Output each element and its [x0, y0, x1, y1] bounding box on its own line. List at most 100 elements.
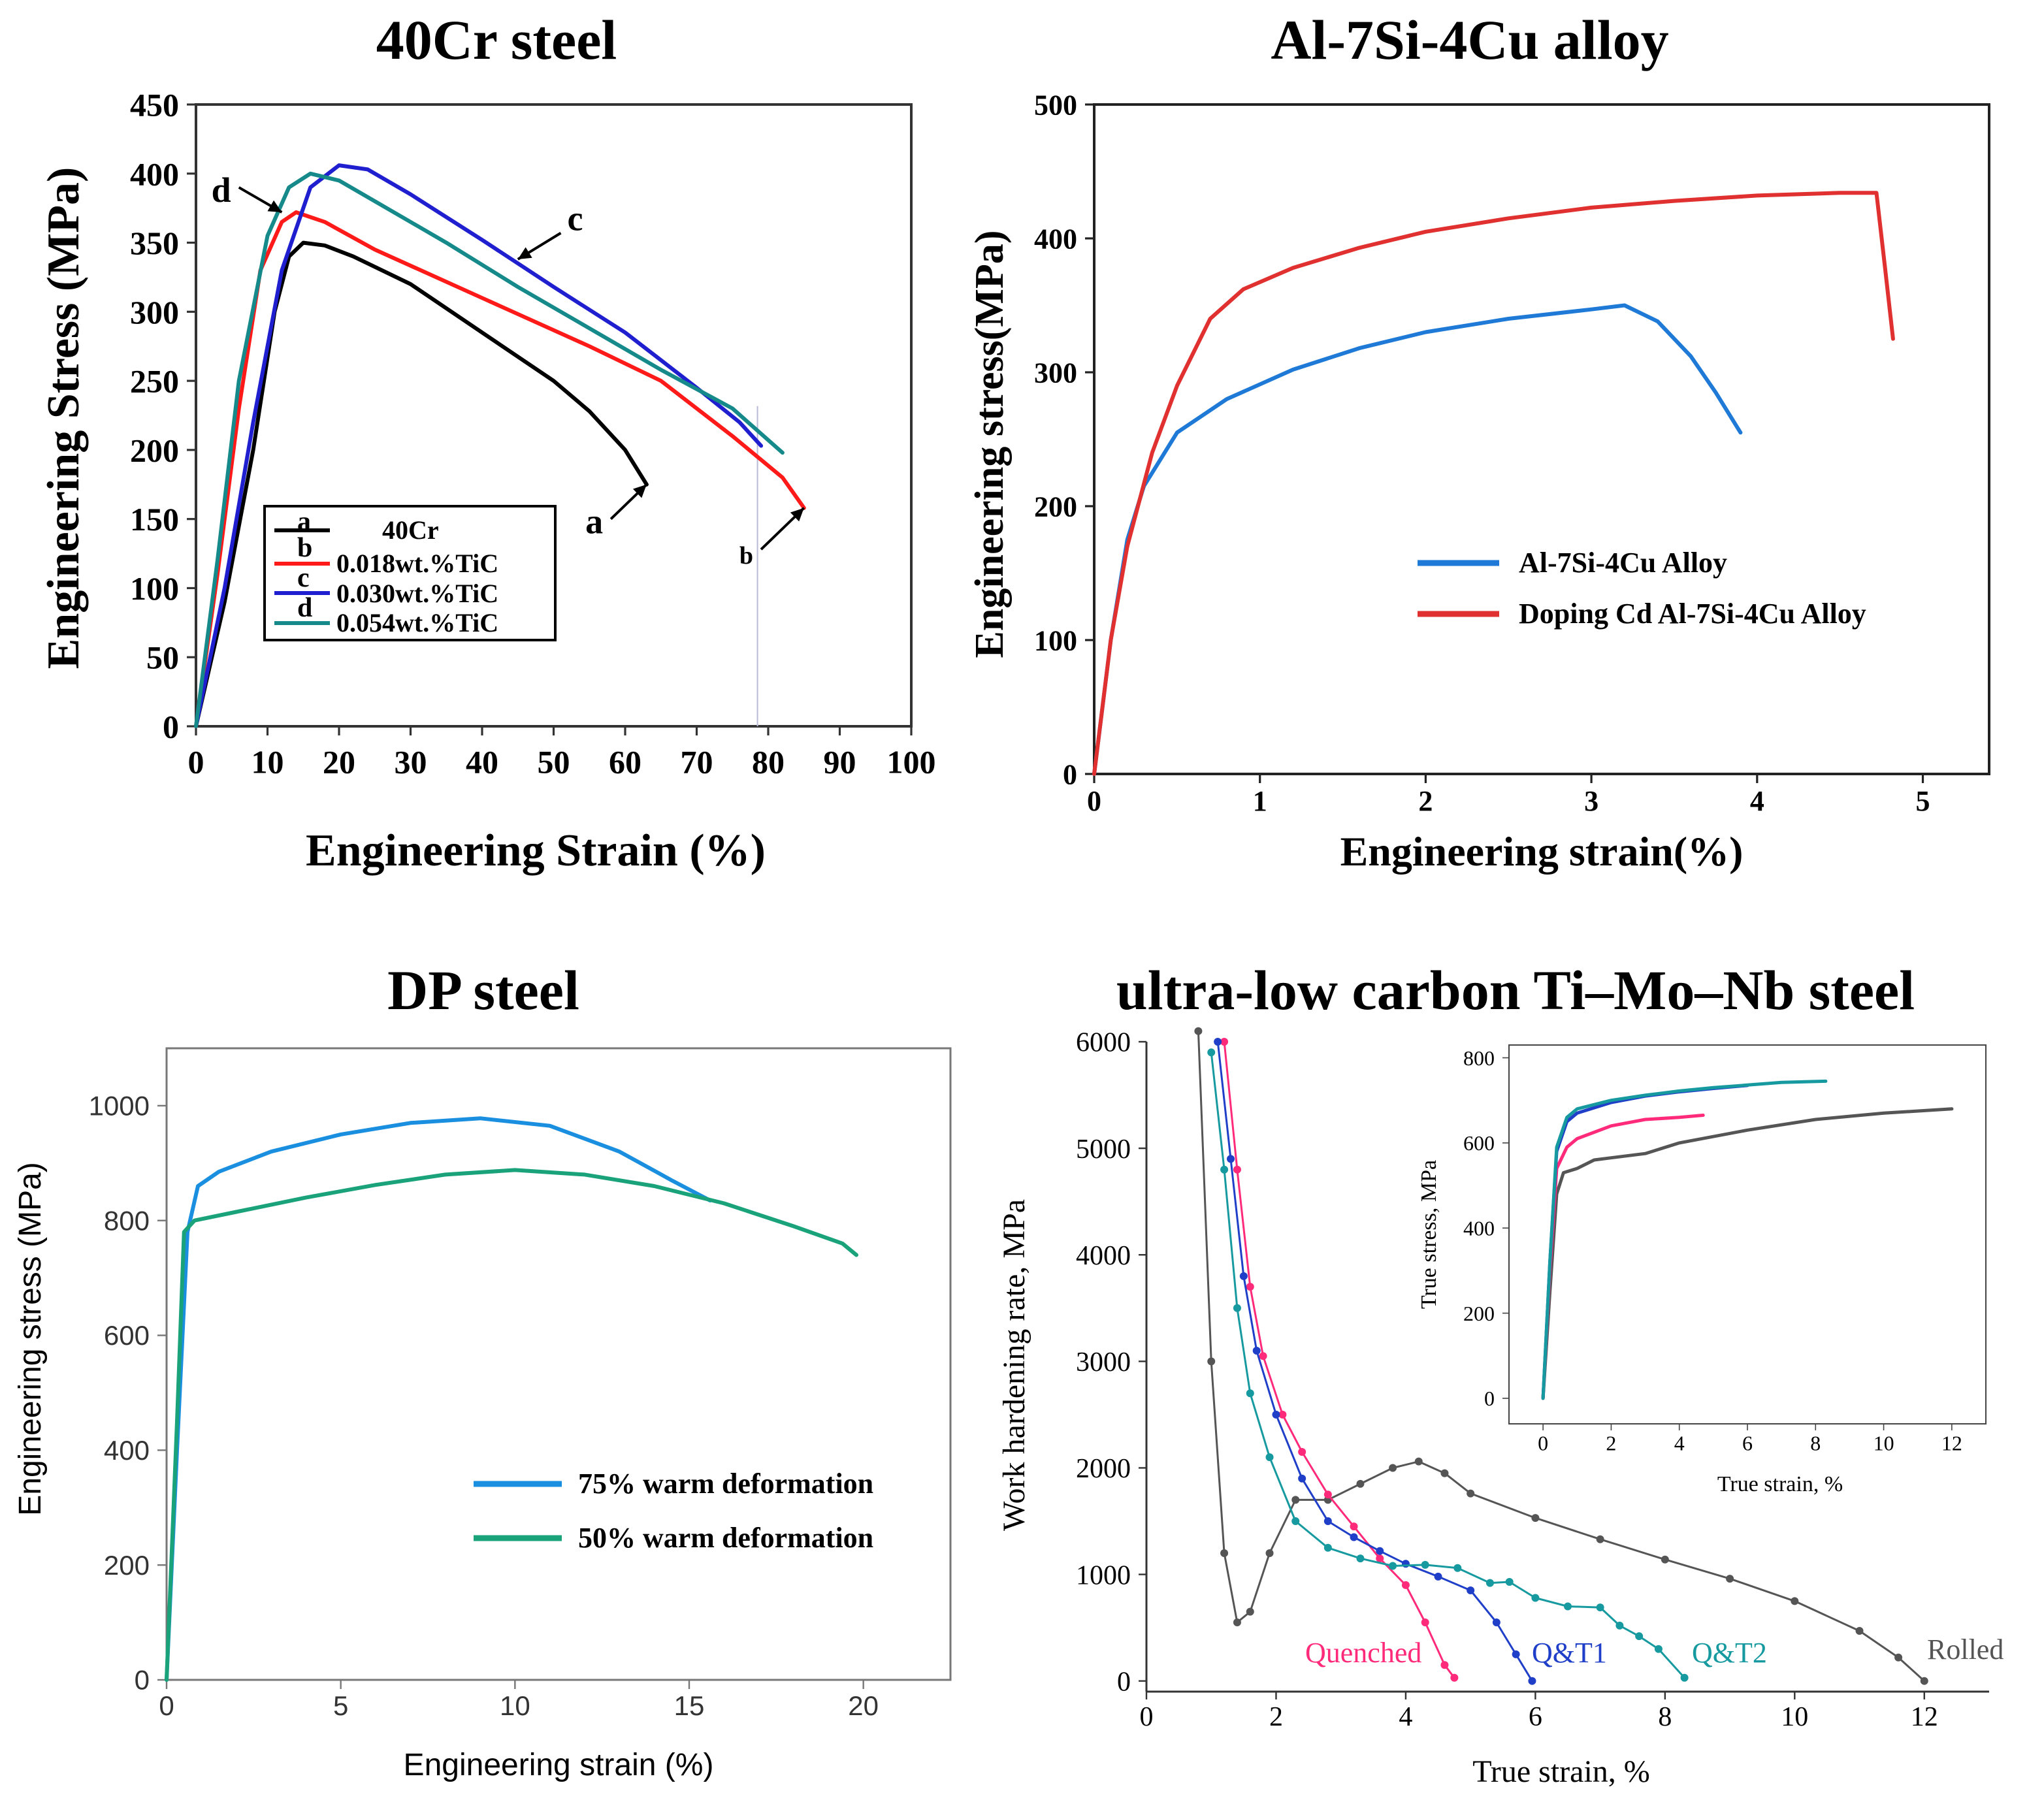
data-point: [1635, 1632, 1644, 1641]
y-tick-label: 400: [130, 155, 179, 192]
x-tick-label: 2: [1269, 1702, 1283, 1732]
chart-title: DP steel: [387, 959, 579, 1022]
data-point: [1298, 1474, 1306, 1483]
data-point: [1356, 1554, 1365, 1563]
data-point: [1421, 1618, 1429, 1626]
x-tick-label: 10: [251, 744, 284, 780]
x-tick-label: 2: [1418, 785, 1433, 817]
data-point: [1440, 1469, 1449, 1477]
annotation-label: d: [212, 170, 231, 210]
x-tick-label: 0: [1538, 1431, 1548, 1455]
annotation-label: c: [567, 199, 583, 238]
x-tick-label: 20: [323, 744, 355, 780]
y-tick-label: 600: [104, 1320, 150, 1351]
chart-ti-mo-nb-steel: ultra-low carbon Ti–Mo–Nb steel True str…: [997, 959, 2003, 1789]
data-point: [1531, 1594, 1540, 1602]
y-tick-label: 250: [130, 363, 179, 400]
x-tick-label: 20: [848, 1690, 879, 1721]
data-point: [1323, 1490, 1332, 1499]
legend-text: 40Cr: [382, 515, 439, 545]
data-point: [1350, 1533, 1358, 1541]
data-point: [1414, 1457, 1423, 1466]
data-point: [1421, 1560, 1429, 1569]
x-tick-label: 4: [1750, 785, 1764, 817]
data-point: [1291, 1517, 1300, 1526]
series-line-q-t2: [1210, 1051, 1686, 1679]
y-tick-label: 0: [1063, 758, 1077, 790]
y-tick-label: 4000: [1076, 1241, 1131, 1271]
legend-entry: a 40Cr: [274, 507, 439, 545]
data-point: [1207, 1357, 1216, 1366]
y-tick-label: 100: [130, 570, 179, 607]
legend-entry: c 0.030wt.%TiC: [274, 563, 498, 608]
y-tick-label: 0: [1484, 1387, 1495, 1410]
data-point: [1492, 1618, 1501, 1626]
y-tick-label: 800: [1463, 1046, 1495, 1070]
data-point: [1596, 1535, 1604, 1543]
tick-labels: 0 10 20 30 40 50 60 70 80 90 100 0 50 100 150 200 250 300…: [130, 87, 936, 780]
data-point: [1855, 1627, 1864, 1635]
series-line-0-018wt-tic: [194, 210, 806, 728]
series-line-rolled: [1541, 1107, 1954, 1400]
data-point: [1512, 1650, 1520, 1658]
data-point: [1298, 1447, 1306, 1456]
x-axis-label: Engineering strain(%): [1340, 828, 1744, 875]
plot-area: [1139, 1027, 1989, 1699]
y-axis-label: Work hardening rate, MPa: [997, 1199, 1031, 1531]
data-point: [1252, 1347, 1261, 1355]
data-point: [1485, 1579, 1494, 1587]
plot-area: [1085, 103, 1990, 783]
x-axis-label: Engineering Strain (%): [306, 826, 766, 876]
x-tick-label: 40: [466, 744, 498, 780]
series-line-0-030wt-tic: [194, 163, 764, 728]
x-tick-label: 3: [1584, 785, 1598, 817]
curve-labels: Quenched Q&T1 Q&T2 Rolled: [1305, 1633, 2003, 1669]
annotation-arrowhead: [267, 200, 282, 213]
inset-tick-labels: 0 2 4 6 8 10 12 0 200 400 600 800: [1463, 1046, 1962, 1455]
y-tick-label: 1000: [1076, 1560, 1131, 1590]
x-tick-label: 50: [538, 744, 570, 780]
data-point: [1726, 1575, 1734, 1583]
legend-entry: Doping Cd Al-7Si-4Cu Alloy: [1418, 598, 1866, 630]
data-point: [1528, 1677, 1536, 1685]
data-point: [1233, 1618, 1241, 1626]
chart-title: ultra-low carbon Ti–Mo–Nb steel: [1116, 959, 1915, 1022]
data-point: [1596, 1603, 1604, 1612]
y-tick-label: 3000: [1076, 1347, 1131, 1377]
x-tick-label: 5: [1916, 785, 1930, 817]
data-point: [1894, 1653, 1903, 1662]
x-tick-label: 5: [333, 1690, 348, 1721]
data-point: [1259, 1352, 1267, 1360]
data-point: [1389, 1464, 1397, 1472]
x-tick-label: 15: [674, 1690, 705, 1721]
y-tick-label: 200: [1463, 1302, 1495, 1325]
data-point: [1239, 1272, 1248, 1280]
x-axis-label: True strain, %: [1472, 1754, 1650, 1789]
legend-entry: 50% warm deformation: [474, 1522, 873, 1554]
inset-frame-bg: [1509, 1045, 1986, 1424]
y-tick-label: 0: [135, 1665, 150, 1696]
data-point: [1246, 1283, 1254, 1291]
data-point: [1654, 1645, 1663, 1653]
y-tick-label: 400: [1034, 223, 1077, 255]
y-tick-label: 200: [130, 432, 179, 468]
x-tick-label: 12: [1911, 1702, 1938, 1732]
annotation-arrowhead: [790, 507, 804, 522]
data-point: [1376, 1547, 1384, 1555]
plot-frame: [165, 1047, 952, 1681]
data-point: [1791, 1597, 1799, 1605]
y-axis-label: Engineering stress (MPa): [13, 1162, 48, 1516]
y-tick-label: 500: [1034, 89, 1077, 121]
plot-frame: [1093, 103, 1990, 775]
legend-letter: d: [297, 593, 312, 623]
series-line-0-054wt-tic: [194, 171, 785, 728]
data-point: [1467, 1489, 1475, 1498]
y-tick-label: 0: [163, 709, 179, 745]
legend-entry: d 0.054wt.%TiC: [274, 593, 498, 637]
x-tick-label: 30: [395, 744, 427, 780]
x-tick-label: 6: [1742, 1431, 1753, 1455]
y-tick-label: 300: [130, 294, 179, 330]
y-tick-label: 150: [130, 501, 179, 538]
